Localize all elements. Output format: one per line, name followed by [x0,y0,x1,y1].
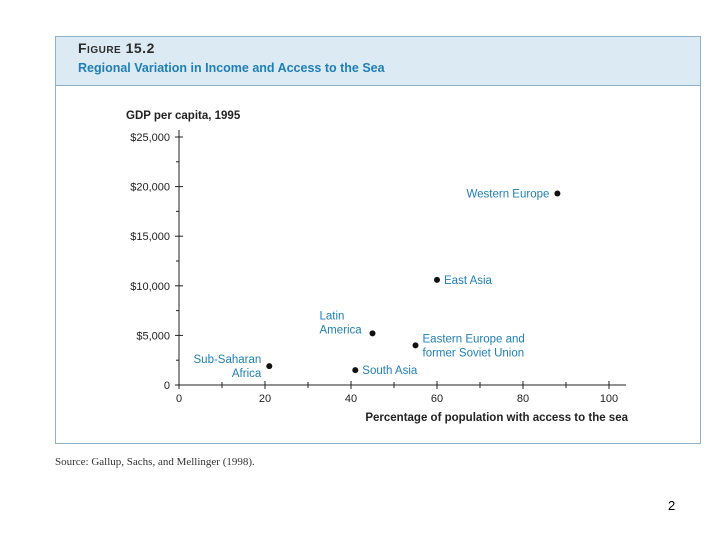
data-points: Sub-Saharan Africa South Asia Latin America E… [194,189,561,380]
y-tick-label: $25,000 [130,132,170,144]
ticks: 0 $5,000 $10,000 $15,000 $20,000 $25,000 0 20 40… [130,132,618,405]
y-axis-label: GDP per capita, 1995 [126,110,241,122]
scatter-point [352,367,359,374]
point-label: East Asia [444,275,493,287]
figure-frame: Figure 15.2 Regional Variation in Income… [55,36,701,444]
scatter-point [554,190,561,197]
point-label-line: Africa [232,368,262,380]
point-label-line: East Asia [444,275,493,287]
y-tick-label: $10,000 [130,281,170,293]
point-label-line: Latin [320,310,345,322]
scatter-point [412,342,419,349]
y-tick-label: $20,000 [130,182,170,194]
axes [178,130,626,386]
x-tick-label: 80 [517,393,529,405]
figure-header: Figure 15.2 Regional Variation in Income… [56,37,700,86]
point-label: Sub-Saharan Africa [194,354,262,380]
y-tick-label: $15,000 [130,231,170,243]
y-tick-label: 0 [164,380,170,392]
point-label-line: Sub-Saharan [194,354,262,366]
x-axis-label: Percentage of population with access to … [365,412,628,424]
page-number: 2 [668,498,676,513]
point-label: South Asia [362,365,418,377]
point-label: Latin America [320,310,363,336]
x-tick-label: 20 [259,393,271,405]
y-tick-label: $5,000 [136,330,170,342]
x-tick-label: 100 [600,393,618,405]
point-label-line: America [320,324,363,336]
source-note: Source: Gallup, Sachs, and Mellinger (19… [55,456,255,468]
x-tick-label: 40 [345,393,357,405]
point-label-line: former Soviet Union [423,347,525,359]
x-tick-label: 60 [431,393,443,405]
point-label: Eastern Europe and former Soviet Union [423,333,525,359]
scatter-point [266,363,273,370]
point-label-line: Eastern Europe and [423,333,525,345]
scatter-point [434,276,440,283]
scatter-point [369,330,376,337]
point-label-line: South Asia [362,365,418,377]
figure-title: Regional Variation in Income and Access … [78,61,385,75]
figure-label: Figure 15.2 [78,40,155,56]
point-label: Western Europe [467,189,550,201]
point-label-line: Western Europe [467,189,550,201]
x-tick-label: 0 [176,393,182,405]
